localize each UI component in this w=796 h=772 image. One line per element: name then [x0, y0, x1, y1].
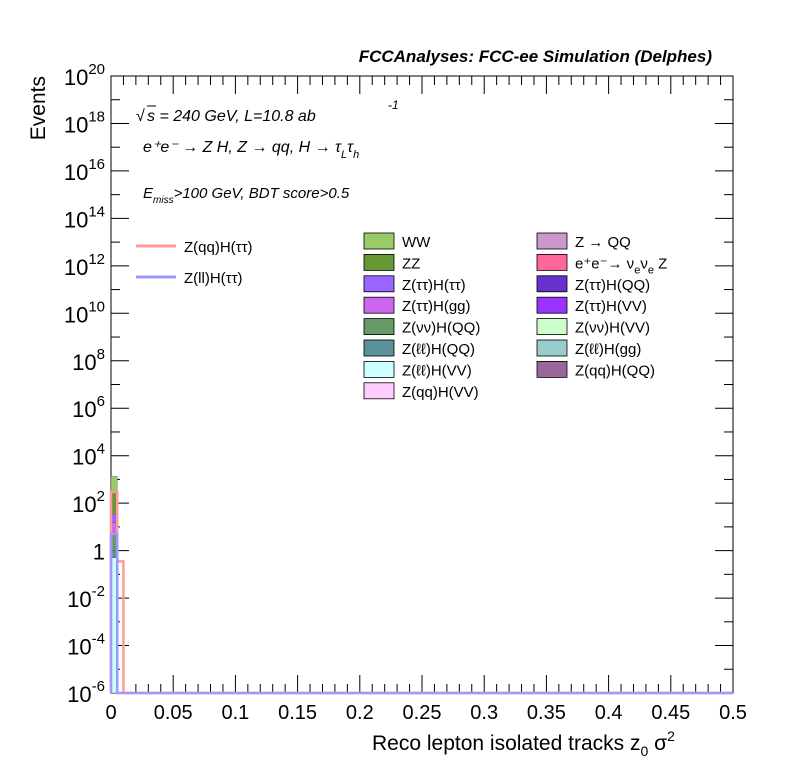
x-axis: 0 0.05 0.1 0.15 0.2 0.25 0.3 0.35 0.4 0.45 0.5: [105, 76, 747, 724]
figure-title: FCCAnalyses: FCC-ee Simulation (Delphes): [359, 47, 713, 66]
y-tick-label: 1010: [64, 298, 105, 327]
legend-label: WW: [402, 234, 431, 251]
x-tick-label: 0.35: [527, 702, 566, 724]
x-tick-label: 0.3: [470, 702, 498, 724]
legend-swatch: [536, 360, 568, 378]
x-axis-label: Reco lepton isolated tracks z0 σ2: [372, 728, 675, 759]
signal-line: [109, 490, 733, 695]
legend-swatch: [363, 339, 395, 357]
y-tick-label: 10-4: [67, 631, 105, 660]
legend-label: ZZ: [402, 255, 420, 272]
legend-label: Z(qq)H(QQ): [575, 362, 655, 379]
x-tick-label: 0.25: [403, 702, 442, 724]
legend-label: Z(ll)H(ττ): [184, 270, 243, 287]
legend-label: Z(ττ)H(QQ): [575, 277, 650, 294]
legend-swatch: [363, 382, 395, 400]
legend-swatch: [536, 253, 568, 271]
x-tick-label: 0.5: [719, 702, 747, 724]
legend-swatch: [536, 339, 568, 357]
legend-swatch: [363, 253, 395, 271]
annotation-process: e⁺e⁻ → Z H, Z → qq, H → τLτh: [143, 139, 359, 161]
stack-bar: [110, 476, 118, 491]
legend-label: Z → QQ: [575, 234, 631, 251]
svg-text:-1: -1: [388, 98, 399, 112]
legend-label: Z(qq)H(VV): [402, 384, 479, 401]
legend-label: Z(ℓℓ)H(gg): [575, 341, 641, 358]
svg-text:s = 240 GeV, L=10.8 ab: s = 240 GeV, L=10.8 ab: [147, 108, 316, 125]
x-tick-label: 0.15: [278, 702, 317, 724]
legend-label: Z(ττ)H(ττ): [402, 277, 466, 294]
svg-text:e⁺e⁻ → Z H, Z → qq, H → τLτh: e⁺e⁻ → Z H, Z → qq, H → τLτh: [143, 139, 359, 161]
x-tick-label: 0.05: [154, 702, 193, 724]
y-tick-label: 1020: [64, 61, 105, 90]
legend-backgrounds-col1: WW ZZ Z(ττ)H(ττ) Z(ττ)H(gg) Z(νν)H(QQ) Z(ℓℓ)H…: [363, 232, 480, 401]
y-tick-label: 10-2: [67, 583, 105, 612]
x-tick-label: 0: [105, 702, 116, 724]
y-axis: 1020 1018 1016 1014 1012 1010 108 106 104 102 1 10-…: [64, 61, 733, 707]
legend-label: e⁺e⁻→ νeνe Z: [575, 255, 667, 276]
legend-swatch: [536, 275, 568, 293]
signal-line: [109, 532, 733, 695]
legend-swatch: [363, 360, 395, 378]
y-axis-label: Events: [27, 76, 50, 140]
legend-swatch: [363, 232, 395, 250]
svg-text:Emiss>100 GeV, BDT score>0.5: Emiss>100 GeV, BDT score>0.5: [143, 185, 350, 206]
legend-label: Z(νν)H(QQ): [402, 320, 480, 337]
svg-text:√: √: [136, 108, 145, 125]
legend-swatch: [536, 232, 568, 250]
y-tick-label: 1014: [64, 203, 105, 232]
signal-histograms: [109, 490, 733, 695]
y-tick-label: 102: [72, 488, 105, 517]
y-tick-label: 1016: [64, 156, 105, 185]
x-tick-label: 0.1: [221, 702, 249, 724]
y-tick-label: 10-6: [67, 678, 105, 707]
y-tick-label: 1018: [64, 108, 105, 137]
y-tick-label: 1: [93, 540, 105, 565]
annotation-cuts: Emiss>100 GeV, BDT score>0.5: [143, 185, 350, 206]
y-tick-label: 108: [72, 346, 105, 375]
y-tick-label: 1012: [64, 251, 105, 280]
legend-swatch: [363, 275, 395, 293]
legend-swatch: [536, 318, 568, 336]
legend-label: Z(qq)H(ττ): [184, 239, 253, 256]
x-tick-label: 0.4: [595, 702, 623, 724]
legend-swatch: [363, 318, 395, 336]
legend-label: Z(ℓℓ)H(QQ): [402, 341, 475, 358]
legend-label: Z(ττ)H(gg): [402, 298, 471, 315]
y-tick-label: 106: [72, 393, 105, 422]
x-tick-label: 0.2: [346, 702, 374, 724]
annotation-energy: √ s = 240 GeV, L=10.8 ab -1: [136, 98, 399, 125]
y-tick-label: 104: [72, 441, 105, 470]
svg-text:Reco lepton isolated tracks z0: Reco lepton isolated tracks z0 σ2: [372, 728, 675, 759]
legend-backgrounds-col2: Z → QQ e⁺e⁻→ νeνe ZZ(ττ)H(QQ) Z(ττ)H(VV) Z(…: [536, 232, 667, 379]
legend-swatch: [363, 296, 395, 314]
legend-signals: Z(qq)H(ττ) Z(ll)H(ττ): [136, 239, 253, 287]
legend-label: Z(νν)H(VV): [575, 320, 650, 337]
legend-swatch: [536, 296, 568, 314]
legend-label: Z(ℓℓ)H(VV): [402, 362, 472, 379]
legend-label: Z(ττ)H(VV): [575, 298, 647, 315]
x-tick-label: 0.45: [651, 702, 690, 724]
